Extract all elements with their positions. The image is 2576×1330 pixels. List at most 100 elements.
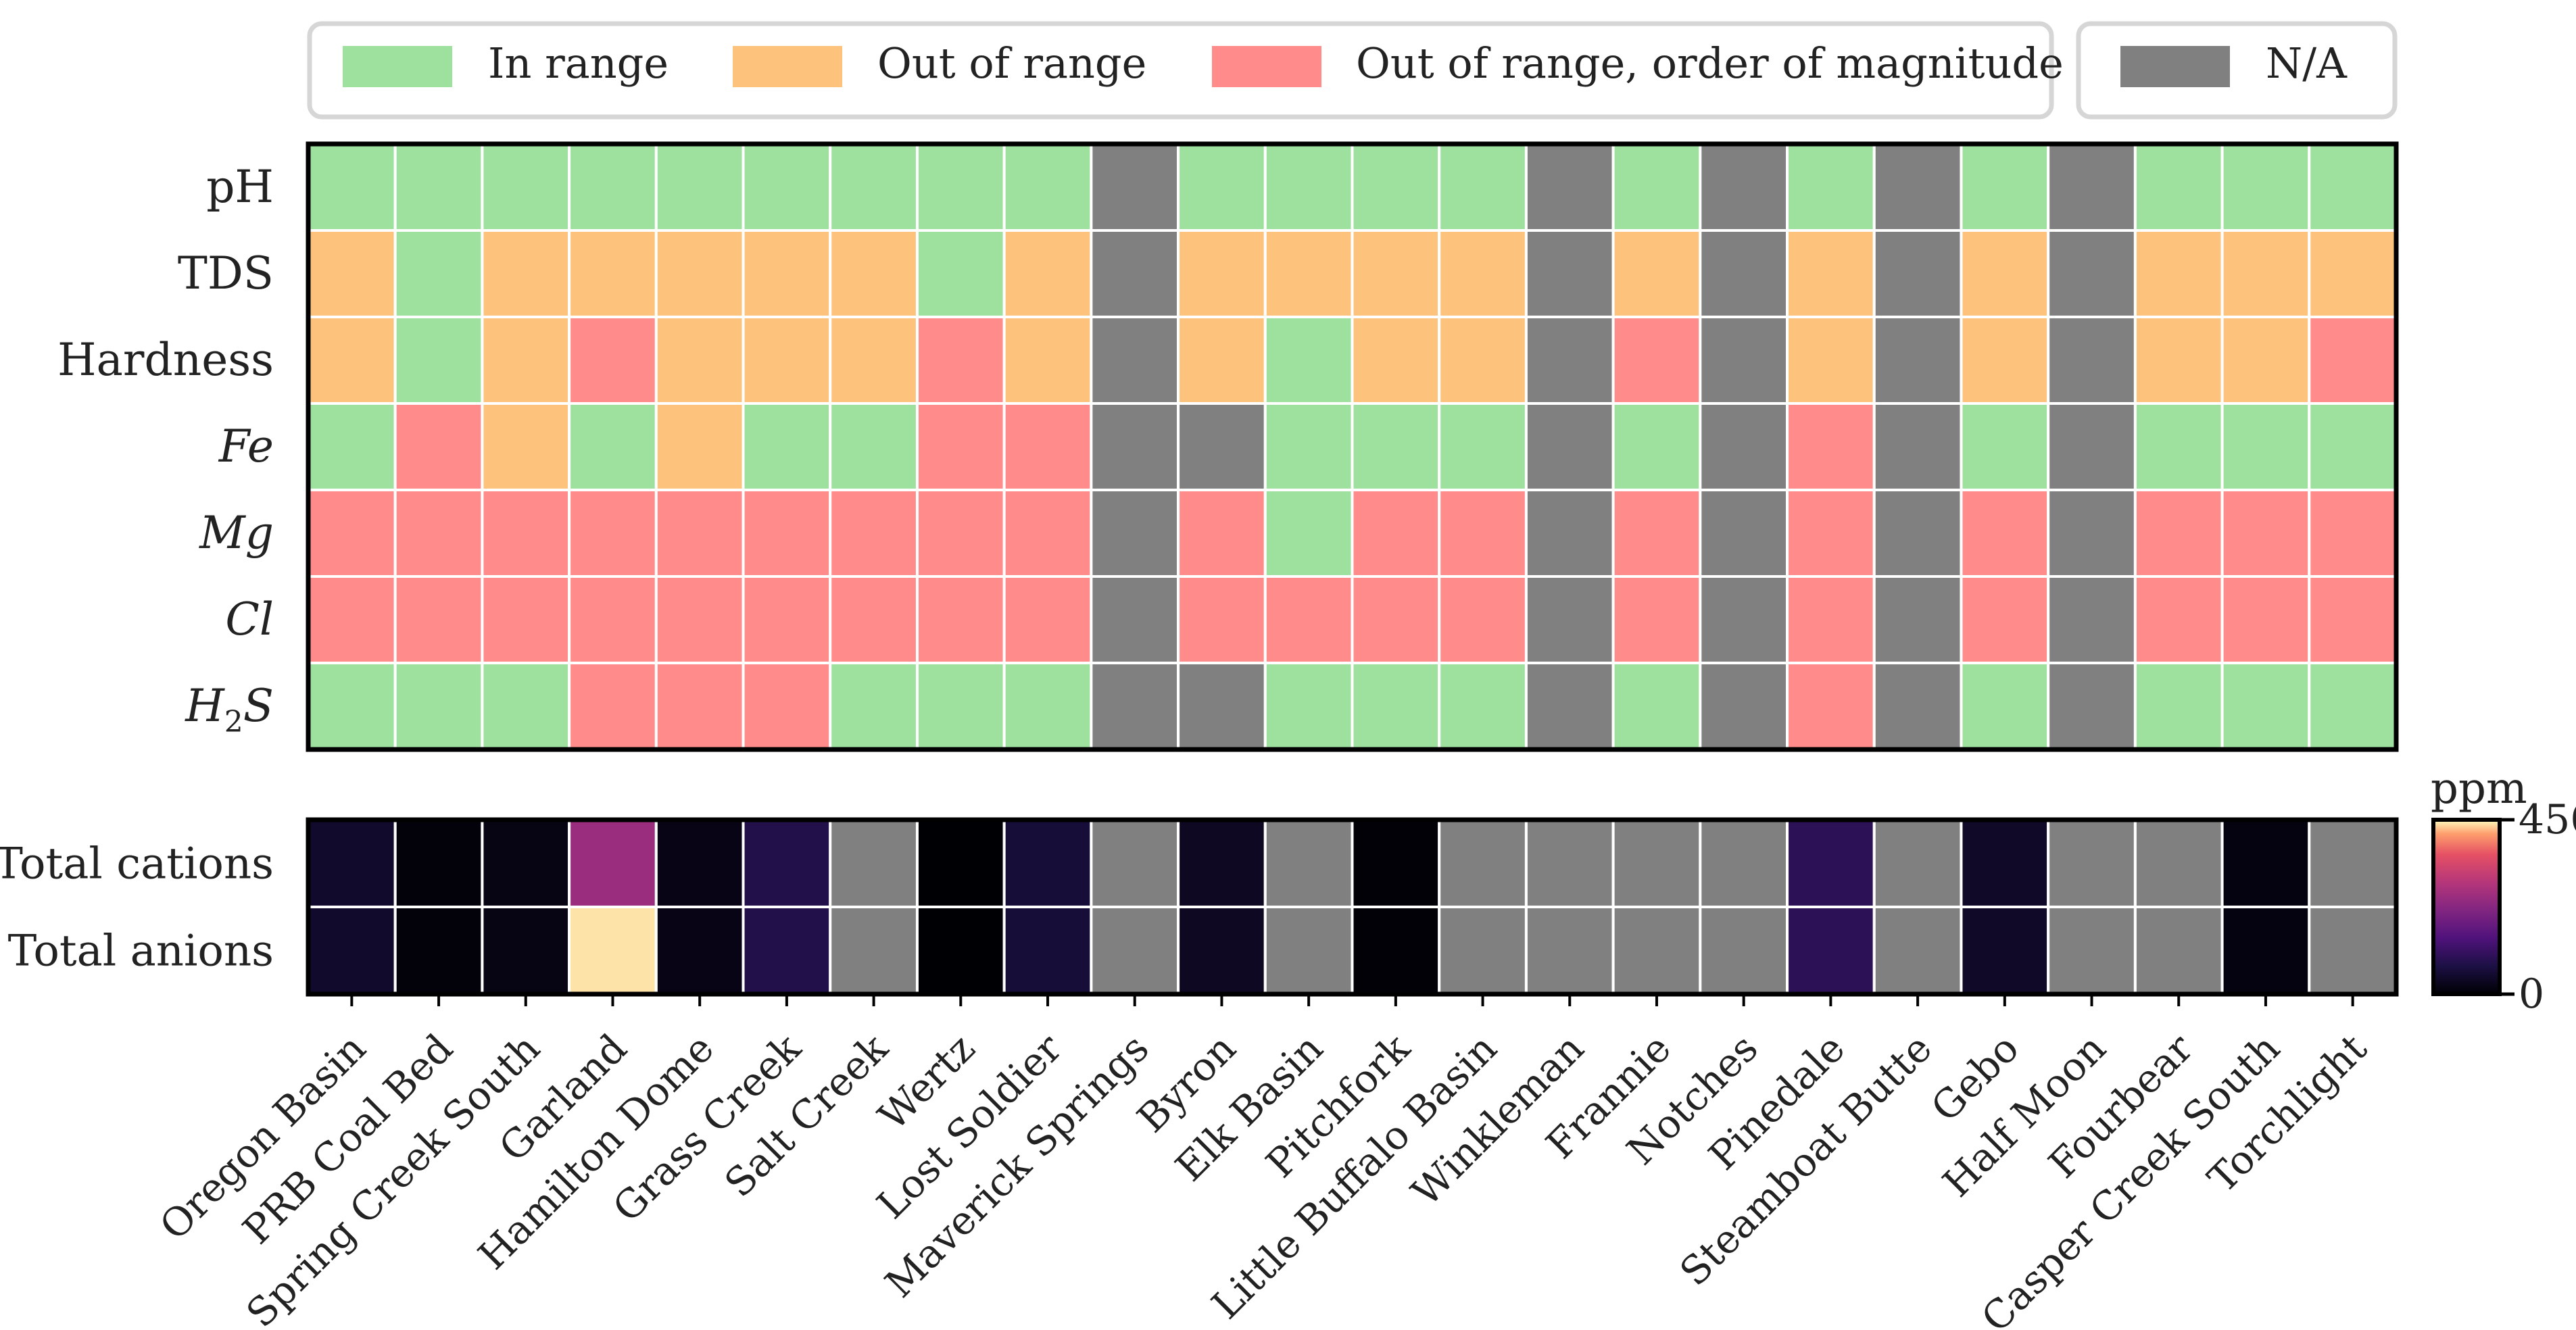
status-row-label-tds: TDS xyxy=(178,247,274,299)
ion-cell-total-cations-casper-creek-south xyxy=(2220,818,2311,908)
legend-swatch-out-of-range-order-of-magnitude xyxy=(1212,46,1321,87)
status-cell-ph-maverick-springs xyxy=(1090,143,1180,232)
status-cell-fe-pitchfork xyxy=(1351,402,1441,491)
ion-cell-total-cations-gebo xyxy=(1960,818,2050,908)
ion-cell-total-cations-little-buffalo-basin xyxy=(1438,818,1528,908)
status-cell-hardness-winkleman xyxy=(1524,316,1615,405)
ion-row-label-total-anions: Total anions xyxy=(8,927,274,977)
ion-cell-total-cations-lost-soldier xyxy=(1002,818,1093,908)
status-cell-cl-salt-creek xyxy=(829,575,919,664)
ion-cell-total-cations-spring-creek-south xyxy=(481,818,571,908)
status-cell-fe-torchlight xyxy=(2308,402,2398,491)
colorbar-tick-label-450: 450 xyxy=(2519,796,2576,843)
status-cell-mg-fourbear xyxy=(2133,489,2224,578)
ion-cell-total-anions-torchlight xyxy=(2308,906,2398,995)
status-cell-mg-pinedale xyxy=(1786,489,1876,578)
status-cell-hardness-torchlight xyxy=(2308,316,2398,405)
status-cell-hardness-prb-coal-bed xyxy=(393,316,484,405)
status-cell-ph-spring-creek-south xyxy=(481,143,571,232)
status-cell-cl-byron xyxy=(1177,575,1267,664)
status-cell-tds-pitchfork xyxy=(1351,229,1441,318)
status-cell-hardness-oregon-basin xyxy=(307,316,397,405)
status-cell-h2s-grass-creek xyxy=(742,662,832,751)
status-cell-ph-wertz xyxy=(915,143,1006,232)
status-cell-cl-wertz xyxy=(915,575,1006,664)
legend-label-out-of-range: Out of range xyxy=(877,39,1146,88)
status-cell-mg-wertz xyxy=(915,489,1006,578)
status-cell-ph-frannie xyxy=(1611,143,1702,232)
status-cell-cl-torchlight xyxy=(2308,575,2398,664)
status-cell-fe-half-moon xyxy=(2047,402,2137,491)
ion-cell-total-anions-grass-creek xyxy=(742,906,832,995)
status-cell-tds-oregon-basin xyxy=(307,229,397,318)
ion-cell-total-anions-salt-creek xyxy=(829,906,919,995)
ion-cell-total-anions-hamilton-dome xyxy=(654,906,745,995)
ion-cell-total-anions-pitchfork xyxy=(1351,906,1441,995)
status-cell-hardness-pinedale xyxy=(1786,316,1876,405)
ion-cell-total-anions-winkleman xyxy=(1524,906,1615,995)
ion-cell-total-anions-pinedale xyxy=(1786,906,1876,995)
status-row-label-ph: pH xyxy=(206,161,274,213)
status-cell-fe-salt-creek xyxy=(829,402,919,491)
legend: In range Out of range Out of range, order … xyxy=(307,21,2398,120)
status-cell-tds-hamilton-dome xyxy=(654,229,745,318)
status-cell-h2s-prb-coal-bed xyxy=(393,662,484,751)
legend-swatch-in-range xyxy=(343,46,452,87)
status-cell-h2s-byron xyxy=(1177,662,1267,751)
status-cell-fe-prb-coal-bed xyxy=(393,402,484,491)
status-cell-hardness-frannie xyxy=(1611,316,1702,405)
status-cell-fe-frannie xyxy=(1611,402,1702,491)
status-cell-tds-gebo xyxy=(1960,229,2050,318)
ion-cell-total-cations-half-moon xyxy=(2047,818,2137,908)
ion-cell-total-cations-wertz xyxy=(915,818,1006,908)
legend-label-out-of-range-order-of-magnitude: Out of range, order of magnitude xyxy=(1356,39,2064,88)
status-cell-h2s-half-moon xyxy=(2047,662,2137,751)
status-cell-tds-frannie xyxy=(1611,229,1702,318)
ion-cell-total-anions-little-buffalo-basin xyxy=(1438,906,1528,995)
status-cell-mg-hamilton-dome xyxy=(654,489,745,578)
status-cell-fe-little-buffalo-basin xyxy=(1438,402,1528,491)
status-cell-mg-half-moon xyxy=(2047,489,2137,578)
status-cell-mg-winkleman xyxy=(1524,489,1615,578)
ion-cell-total-anions-wertz xyxy=(915,906,1006,995)
status-cell-ph-hamilton-dome xyxy=(654,143,745,232)
status-cell-h2s-spring-creek-south xyxy=(481,662,571,751)
status-cell-tds-lost-soldier xyxy=(1002,229,1093,318)
status-cell-hardness-grass-creek xyxy=(742,316,832,405)
ion-cell-total-cations-elk-basin xyxy=(1263,818,1354,908)
status-cell-ph-prb-coal-bed xyxy=(393,143,484,232)
ion-cell-total-anions-gebo xyxy=(1960,906,2050,995)
status-row-label-fe: Fe xyxy=(218,420,274,472)
status-cell-mg-steamboat-butte xyxy=(1872,489,1963,578)
status-cell-hardness-notches xyxy=(1699,316,1789,405)
status-cell-tds-torchlight xyxy=(2308,229,2398,318)
ion-cell-total-anions-prb-coal-bed xyxy=(393,906,484,995)
ion-cell-total-cations-salt-creek xyxy=(829,818,919,908)
status-cell-h2s-hamilton-dome xyxy=(654,662,745,751)
status-cell-tds-notches xyxy=(1699,229,1789,318)
status-cell-ph-lost-soldier xyxy=(1002,143,1093,232)
status-cell-fe-oregon-basin xyxy=(307,402,397,491)
status-cell-tds-spring-creek-south xyxy=(481,229,571,318)
status-cell-tds-prb-coal-bed xyxy=(393,229,484,318)
status-row-label-cl: Cl xyxy=(225,593,274,645)
status-cell-fe-garland xyxy=(568,402,658,491)
status-cell-hardness-salt-creek xyxy=(829,316,919,405)
ion-cell-total-cations-byron xyxy=(1177,818,1267,908)
status-cell-ph-pitchfork xyxy=(1351,143,1441,232)
status-cell-fe-notches xyxy=(1699,402,1789,491)
status-cell-h2s-torchlight xyxy=(2308,662,2398,751)
status-cell-h2s-wertz xyxy=(915,662,1006,751)
status-cell-mg-spring-creek-south xyxy=(481,489,571,578)
ion-cell-total-cations-frannie xyxy=(1611,818,1702,908)
status-cell-mg-byron xyxy=(1177,489,1267,578)
status-cell-h2s-elk-basin xyxy=(1263,662,1354,751)
ion-cell-total-anions-steamboat-butte xyxy=(1872,906,1963,995)
status-cell-ph-torchlight xyxy=(2308,143,2398,232)
status-cell-fe-maverick-springs xyxy=(1090,402,1180,491)
status-cell-h2s-salt-creek xyxy=(829,662,919,751)
status-cell-ph-grass-creek xyxy=(742,143,832,232)
colorbar-gradient xyxy=(2431,818,2502,996)
status-cell-fe-winkleman xyxy=(1524,402,1615,491)
